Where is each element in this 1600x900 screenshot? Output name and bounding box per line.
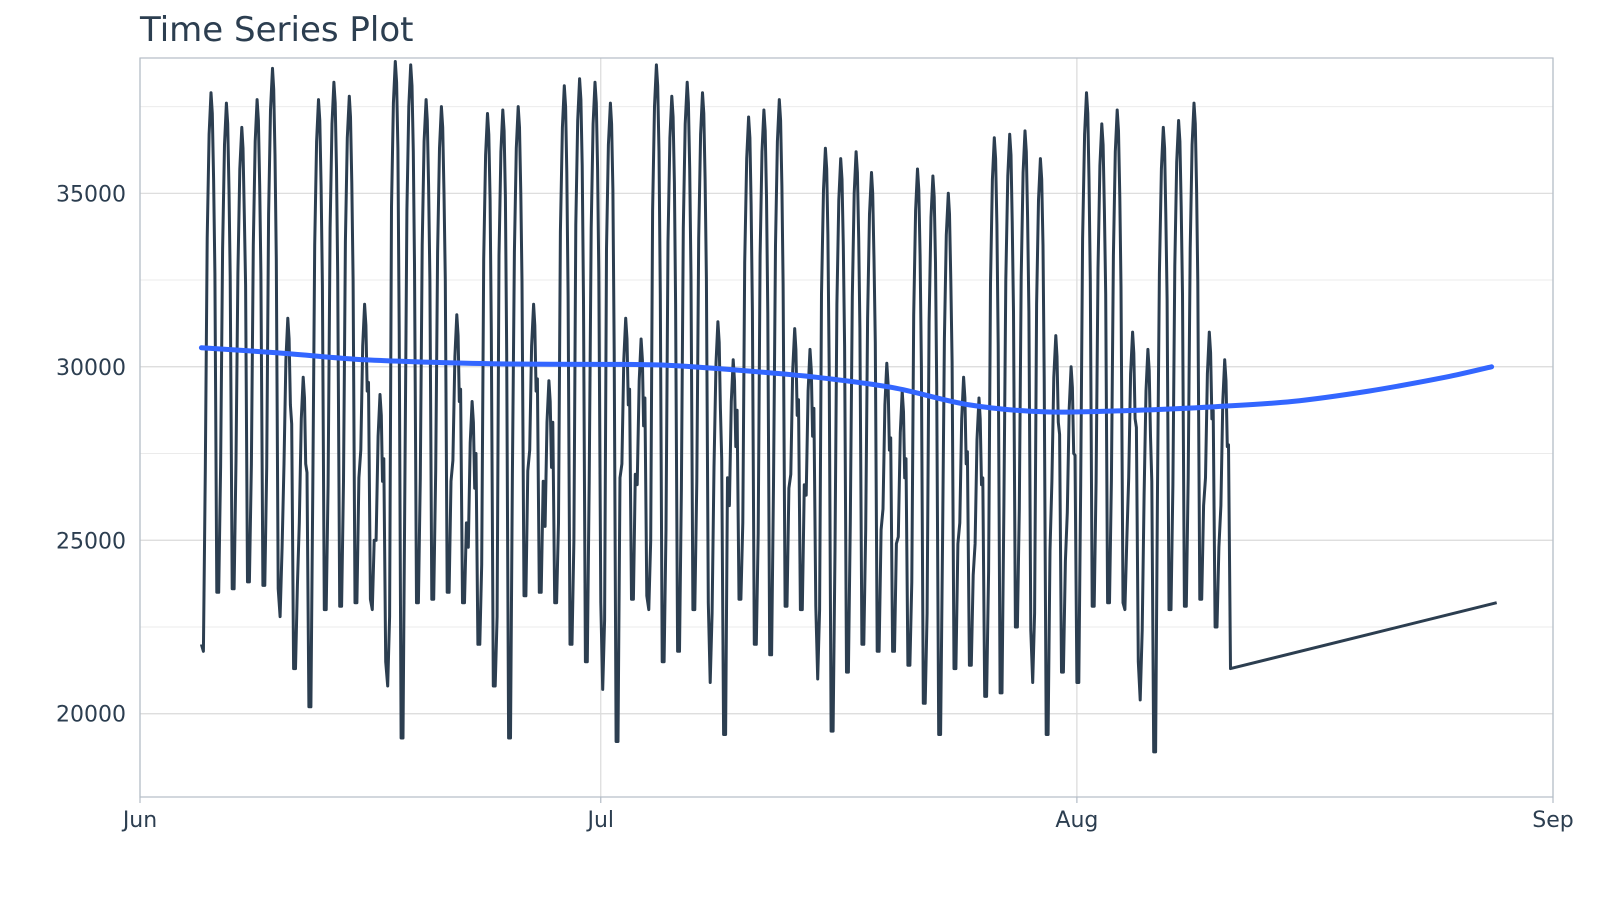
x-axis: Jun Jul Aug Sep <box>121 797 1574 833</box>
svg-text:Jun: Jun <box>121 808 157 833</box>
svg-text:30000: 30000 <box>56 356 126 381</box>
chart-title: Time Series Plot <box>140 10 414 50</box>
y-tick-label: 30000 <box>56 356 126 381</box>
y-tick-label: 20000 <box>56 703 126 728</box>
svg-text:35000: 35000 <box>56 182 126 207</box>
x-tick-label: Sep <box>1532 808 1573 833</box>
x-tick-label: Aug <box>1055 808 1098 833</box>
plot-panel-border <box>139 57 1554 798</box>
svg-text:Sep: Sep <box>1532 808 1573 833</box>
series-line-smoothed <box>198 345 1495 415</box>
y-tick-label: 35000 <box>56 182 126 207</box>
x-tick-label: Jul <box>585 808 614 833</box>
svg-text:Aug: Aug <box>1055 808 1098 833</box>
series-layer <box>198 60 1498 754</box>
svg-text:Jul: Jul <box>585 808 614 833</box>
x-tick-label: Jun <box>121 808 157 833</box>
y-axis: 20000 25000 30000 35000 <box>56 182 126 727</box>
y-tick-label: 25000 <box>56 529 126 554</box>
svg-text:20000: 20000 <box>56 703 126 728</box>
svg-text:25000: 25000 <box>56 529 126 554</box>
series-line-raw <box>199 60 1498 754</box>
